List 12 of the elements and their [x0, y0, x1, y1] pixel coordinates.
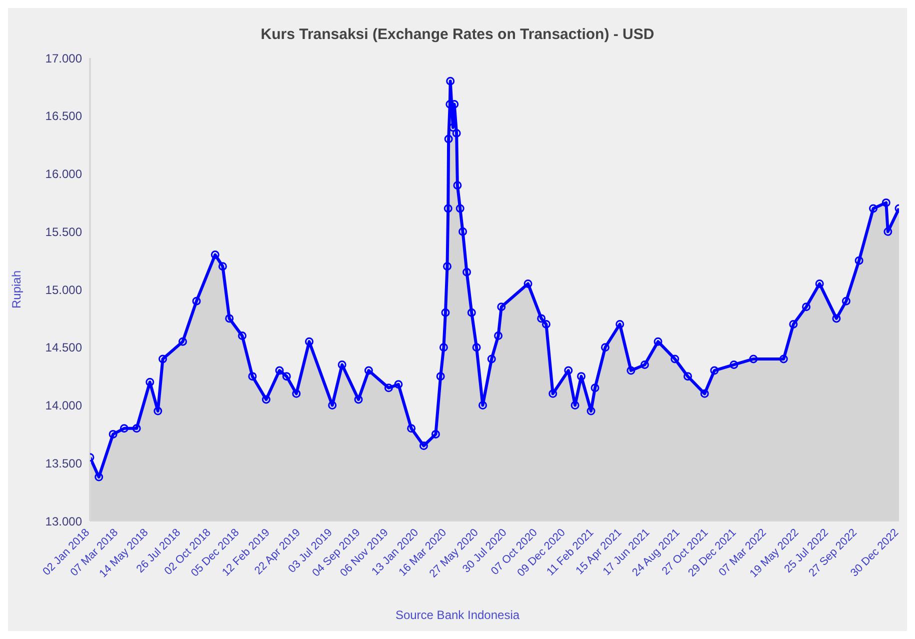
y-tick-label: 14.000	[45, 398, 82, 413]
y-axis-title: Rupiah	[9, 270, 24, 309]
y-tick-label: 15.000	[45, 282, 82, 297]
y-tick-label: 17.000	[45, 51, 82, 66]
y-tick-label: 16.500	[45, 109, 82, 124]
y-tick-label: 16.000	[45, 167, 82, 182]
y-tick-label: 14.500	[45, 340, 82, 355]
source-note: Source Bank Indonesia	[394, 608, 521, 622]
chart-title: Kurs Transaksi (Exchange Rates on Transaction) - USD	[260, 25, 656, 45]
y-tick-label: 15.500	[45, 224, 82, 239]
y-tick-label: 13.500	[45, 456, 82, 470]
y-tick-label: 13.000	[45, 514, 82, 528]
